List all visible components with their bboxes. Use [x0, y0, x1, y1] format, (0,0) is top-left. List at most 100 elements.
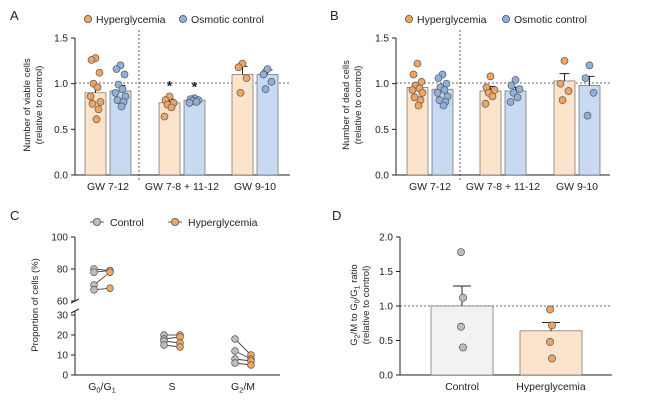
d-bar-0	[430, 305, 494, 376]
a-bar-1-1	[183, 99, 206, 176]
ylabel-b-line1: Number of dead cells	[341, 60, 352, 150]
a-point-2-1-3	[261, 85, 270, 93]
legend-a-hyper-marker	[84, 14, 93, 23]
legend-c-hyper-label: Hyperglycemia	[188, 217, 258, 229]
c-point-control-0-1	[90, 268, 98, 276]
c-pair-line-2-0	[234, 338, 252, 356]
b-point-1-0-0	[486, 72, 495, 81]
b-bar-2-0	[553, 80, 576, 176]
a-xlabel-2: GW 9-10	[234, 181, 276, 193]
ylabel-a-line1: Number of viable cells	[22, 58, 33, 152]
yaxis-b-ticks: 0.0 0.5 1.0 1.5	[375, 34, 396, 182]
a-xlabel-1: GW 7-8 + 11-12	[145, 181, 219, 193]
a-significance-1: *	[192, 78, 198, 94]
a-point-0-0-6	[96, 98, 105, 106]
b-point-0-0-0	[413, 59, 422, 68]
ylabel-a-line2: (relative to control)	[34, 66, 45, 145]
b-point-2-0-0	[560, 56, 569, 65]
a-point-0-1-1	[112, 65, 121, 73]
c-ytick-lo-label-0: 0	[62, 371, 68, 382]
d-point-0-1	[459, 293, 467, 302]
b-xlabel-2: GW 9-10	[556, 181, 598, 193]
d-point-1-1	[548, 321, 556, 330]
a-point-0-0-2	[95, 68, 104, 77]
legend-c-control-marker	[93, 217, 102, 226]
panel-label-c: C	[10, 208, 19, 223]
b-point-1-0-4	[488, 92, 497, 101]
d-bar-1	[519, 330, 583, 376]
ylabel-d-line1: G2/M to G0/G1 ratio	[349, 264, 362, 345]
panel-b: Hyperglycemia Osmotic control Number of …	[341, 14, 610, 193]
legend-a: Hyperglycemia Osmotic control	[84, 14, 264, 26]
c-point-hyper-2-3	[247, 361, 255, 369]
b-point-0-1-5	[433, 88, 442, 97]
b-point-2-1-0	[585, 61, 594, 70]
d-point-0-0	[457, 248, 465, 257]
points-c	[90, 265, 255, 369]
panel-label-b: B	[330, 8, 339, 23]
yaxis-d: 0.0 0.5 1.0 1.5 2.0	[379, 233, 401, 382]
a-point-0-0-4	[93, 83, 102, 92]
b-ytick-label-2: 1.0	[375, 79, 389, 90]
a-point-0-1-9	[117, 102, 126, 111]
legend-a-osmotic-marker	[178, 14, 187, 23]
c-ytick-up-label-2: 100	[51, 233, 68, 244]
b-bar-2-1	[578, 85, 601, 176]
bars-b	[406, 56, 601, 176]
c-point-control-2-0	[231, 335, 239, 343]
ylabel-b-line2: (relative to control)	[353, 66, 364, 145]
a-point-2-1-0	[263, 65, 272, 73]
yaxis-c-ticks: 60 80 100 0 10 20 30	[51, 233, 75, 382]
yaxis-a: 0.0 0.5 1.0 1.5	[54, 34, 76, 182]
ylabel-d: G2/M to G0/G1 ratio (relative to control…	[349, 264, 372, 345]
a-ytick-label-1: 0.5	[54, 125, 68, 136]
d-point-1-3	[548, 354, 556, 363]
ylabel-d-line2: (relative to control)	[361, 266, 372, 345]
d-point-1-2	[546, 337, 554, 346]
legend-b-hyper-label: Hyperglycemia	[417, 14, 487, 26]
a-point-2-1-1	[259, 70, 268, 79]
b-point-0-0-6	[418, 88, 427, 97]
b-point-0-0-1	[409, 70, 418, 79]
d-ytick-label-3: 1.5	[379, 267, 393, 278]
legend-c-hyper-marker	[170, 217, 179, 226]
b-point-1-1-1	[507, 81, 516, 90]
a-point-1-1-4	[192, 98, 201, 106]
a-point-0-0-1	[87, 56, 96, 64]
c-point-control-0-3	[90, 286, 98, 294]
a-point-1-1-5	[185, 98, 194, 107]
b-ytick-label-3: 1.5	[375, 34, 389, 45]
a-point-0-0-8	[94, 105, 103, 114]
legend-c: Control Hyperglycemia	[90, 217, 258, 229]
b-point-1-1-5	[506, 98, 515, 106]
legend-b-hyper-marker	[404, 14, 413, 23]
c-ytick-lo-label-3: 30	[57, 311, 69, 322]
b-point-2-0-1	[556, 79, 565, 88]
b-ytick-label-0: 0.0	[375, 171, 389, 182]
b-point-2-0-3	[558, 96, 567, 104]
d-ytick-label-1: 0.5	[379, 336, 393, 347]
d-point-1-0	[546, 305, 554, 314]
a-significance-0: *	[167, 77, 173, 93]
b-point-1-0-5	[481, 99, 490, 108]
b-point-0-1-9	[439, 101, 448, 110]
c-point-control-2-1	[231, 347, 239, 355]
xaxis-b-labels: GW 7-12 GW 7-8 + 11-12 GW 9-10	[409, 181, 598, 193]
a-ytick-label-3: 1.5	[54, 34, 68, 45]
c-xlabel-1: S	[168, 381, 175, 393]
c-point-hyper-1-3	[176, 343, 184, 351]
xaxis-d-labels: Control Hyperglycemia	[445, 381, 586, 393]
yaxis-c-break-bottom	[70, 308, 80, 314]
b-point-0-1-4	[440, 86, 449, 94]
c-point-control-2-3	[231, 359, 239, 367]
a-ytick-label-2: 1.0	[54, 79, 68, 90]
a-point-0-0-9	[92, 115, 101, 124]
c-point-hyper-0-3	[106, 284, 114, 292]
a-point-0-1-2	[120, 70, 129, 79]
a-ytick-label-0: 0.0	[54, 171, 68, 182]
panel-d: G2/M to G0/G1 ratio (relative to control…	[349, 233, 612, 393]
legend-b-osmotic-marker	[501, 14, 510, 23]
d-xlabel-0: Control	[445, 381, 479, 393]
c-ytick-lo-label-2: 20	[57, 331, 69, 342]
